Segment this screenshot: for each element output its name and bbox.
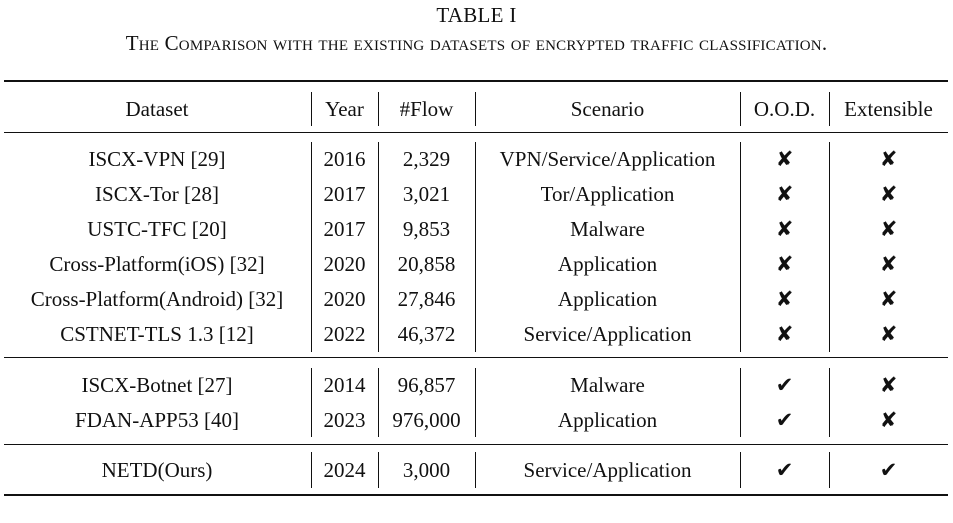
- column-separator: [829, 92, 831, 126]
- ood-mark-icon: ✔: [775, 408, 794, 432]
- header-extensible: Extensible: [844, 97, 933, 121]
- ood-mark-icon: ✘: [775, 252, 794, 276]
- ood-mark-icon: ✘: [775, 182, 794, 206]
- cell-dataset: Cross-Platform(Android) [32]: [30, 287, 284, 311]
- cell-year: 2014: [323, 373, 366, 397]
- cell-scenario: Tor/Application: [540, 182, 675, 206]
- extensible-mark-icon: ✔: [879, 458, 898, 482]
- ood-mark-icon: ✔: [775, 458, 794, 482]
- cell-flow: 2,329: [402, 147, 451, 171]
- cell-year: 2023: [323, 408, 366, 432]
- column-separator: [378, 142, 380, 352]
- column-separator: [740, 452, 742, 488]
- cell-dataset: ISCX-VPN [29]: [88, 147, 226, 171]
- group-rule-1: [4, 357, 948, 359]
- cell-year: 2020: [323, 252, 366, 276]
- group-rule-2: [4, 444, 948, 446]
- header-flow: #Flow: [399, 97, 454, 121]
- column-separator: [378, 452, 380, 488]
- column-separator: [475, 452, 477, 488]
- column-separator: [475, 142, 477, 352]
- cell-flow: 27,846: [397, 287, 456, 311]
- cell-scenario: Malware: [570, 373, 645, 397]
- cell-dataset: ISCX-Tor [28]: [95, 182, 219, 206]
- cell-flow: 96,857: [397, 373, 456, 397]
- header-year: Year: [325, 97, 364, 121]
- column-separator: [829, 452, 831, 488]
- cell-scenario: VPN/Service/Application: [499, 147, 716, 171]
- cell-flow: 3,021: [402, 182, 451, 206]
- column-separator: [311, 452, 313, 488]
- extensible-mark-icon: ✘: [879, 252, 898, 276]
- top-rule: [4, 80, 948, 82]
- cell-year: 2022: [323, 322, 366, 346]
- cell-flow: 9,853: [402, 217, 451, 241]
- extensible-mark-icon: ✘: [879, 322, 898, 346]
- cell-dataset: ISCX-Botnet [27]: [81, 373, 233, 397]
- ood-mark-icon: ✘: [775, 147, 794, 171]
- table-label: TABLE I: [436, 3, 517, 27]
- column-separator: [475, 368, 477, 437]
- cell-flow: 976,000: [392, 408, 461, 432]
- extensible-mark-icon: ✘: [879, 287, 898, 311]
- ood-mark-icon: ✘: [775, 287, 794, 311]
- cell-flow: 3,000: [402, 458, 451, 482]
- extensible-mark-icon: ✘: [879, 373, 898, 397]
- ood-mark-icon: ✔: [775, 373, 794, 397]
- column-separator: [740, 142, 742, 352]
- cell-year: 2020: [323, 287, 366, 311]
- column-separator: [829, 368, 831, 437]
- cell-year: 2016: [323, 147, 366, 171]
- cell-scenario: Application: [557, 287, 658, 311]
- header-ood: O.O.D.: [753, 97, 816, 121]
- cell-year: 2017: [323, 217, 366, 241]
- cell-dataset: FDAN-APP53 [40]: [75, 408, 239, 432]
- extensible-mark-icon: ✘: [879, 182, 898, 206]
- cell-dataset: USTC-TFC [20]: [87, 217, 227, 241]
- extensible-mark-icon: ✘: [879, 217, 898, 241]
- column-separator: [829, 142, 831, 352]
- column-separator: [740, 92, 742, 126]
- column-separator: [740, 368, 742, 437]
- cell-flow: 20,858: [397, 252, 456, 276]
- cell-scenario: Application: [557, 252, 658, 276]
- cell-year: 2024: [323, 458, 366, 482]
- cell-year: 2017: [323, 182, 366, 206]
- cell-scenario: Application: [557, 408, 658, 432]
- cell-dataset: NETD(Ours): [101, 458, 213, 482]
- column-separator: [475, 92, 477, 126]
- header-rule: [4, 132, 948, 134]
- header-dataset: Dataset: [125, 97, 189, 121]
- column-separator: [311, 142, 313, 352]
- cell-dataset: Cross-Platform(iOS) [32]: [49, 252, 265, 276]
- ood-mark-icon: ✘: [775, 217, 794, 241]
- column-separator: [378, 92, 380, 126]
- cell-scenario: Service/Application: [523, 458, 692, 482]
- column-separator: [311, 368, 313, 437]
- header-scenario: Scenario: [570, 97, 645, 121]
- extensible-mark-icon: ✘: [879, 147, 898, 171]
- cell-scenario: Service/Application: [523, 322, 692, 346]
- table-caption: The Comparison with the existing dataset…: [125, 31, 828, 55]
- cell-scenario: Malware: [570, 217, 645, 241]
- extensible-mark-icon: ✘: [879, 408, 898, 432]
- cell-flow: 46,372: [397, 322, 456, 346]
- column-separator: [311, 92, 313, 126]
- cell-dataset: CSTNET-TLS 1.3 [12]: [60, 322, 254, 346]
- column-separator: [378, 368, 380, 437]
- ood-mark-icon: ✘: [775, 322, 794, 346]
- bottom-rule: [4, 494, 948, 496]
